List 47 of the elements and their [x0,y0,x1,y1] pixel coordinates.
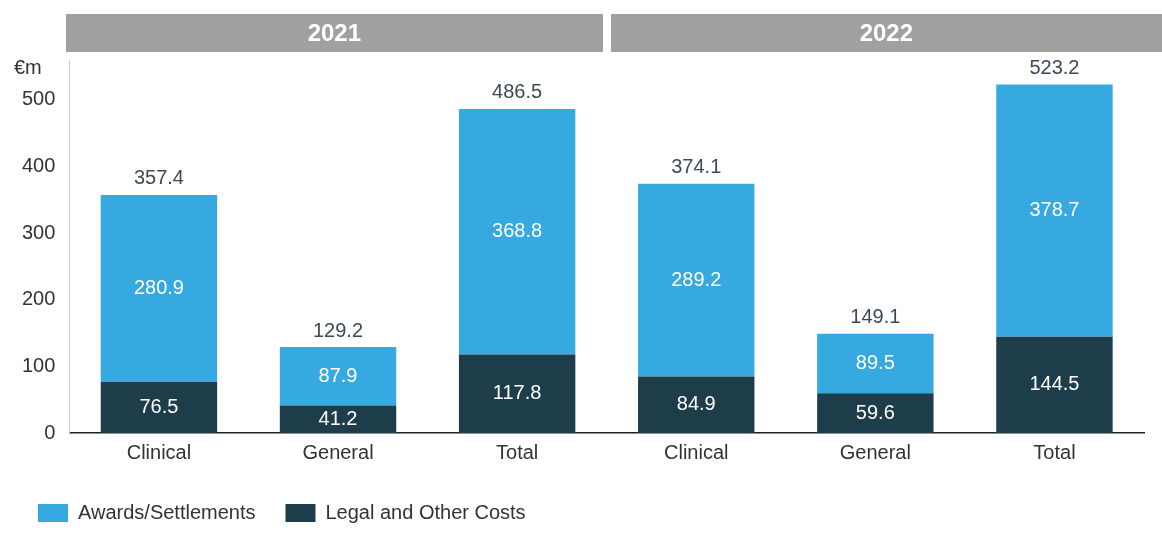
x-tick-label: General [302,440,374,463]
y-tick-label: 400 [21,154,56,177]
text: 2022 [610,14,1162,52]
bar [638,376,755,433]
bar [817,333,934,394]
bar [279,405,397,433]
y-tick-label: 300 [21,220,56,243]
bar [817,393,934,433]
legend-label: Awards/Settlements [78,500,256,523]
y-tick-label: 0 [44,420,56,443]
total-label: 523.2 [1029,56,1080,79]
data-label: 117.8 [492,381,542,404]
x-tick-label: General [839,440,911,463]
data-label: 280.9 [133,276,184,299]
total-label: 129.2 [313,318,364,341]
data-label: 89.5 [855,351,895,374]
bar [638,183,755,377]
data-label: 87.9 [318,363,358,386]
data-label: 368.8 [492,219,543,242]
bar [279,347,397,406]
x-tick-label: Clinical [126,440,192,463]
total-label: 486.5 [492,80,543,103]
bar [100,382,218,433]
x-tick-label: Total [1033,440,1076,463]
x-tick-label: Total [496,440,539,463]
data-label: 41.2 [318,406,358,429]
y-tick-label: 500 [21,87,56,110]
total-label: 149.1 [850,305,901,328]
text: 2021 [66,14,603,52]
legend-label: Legal and Other Costs [325,500,526,523]
y-axis-title: €m [14,55,42,78]
bar [996,336,1113,433]
bar [458,354,576,433]
bar [458,108,576,355]
total-label: 357.4 [133,166,184,189]
x-tick-label: Clinical [664,440,729,463]
bar [996,84,1113,337]
total-label: 374.1 [671,155,722,178]
data-label: 144.5 [1029,372,1080,395]
y-tick-label: 200 [21,287,56,310]
data-label: 84.9 [676,392,716,415]
y-tick-label: 100 [21,353,56,376]
data-label: 378.7 [1029,198,1080,221]
data-label: 59.6 [855,400,895,423]
data-label: 76.5 [139,395,179,418]
data-label: 289.2 [671,267,722,290]
bar [100,194,218,383]
